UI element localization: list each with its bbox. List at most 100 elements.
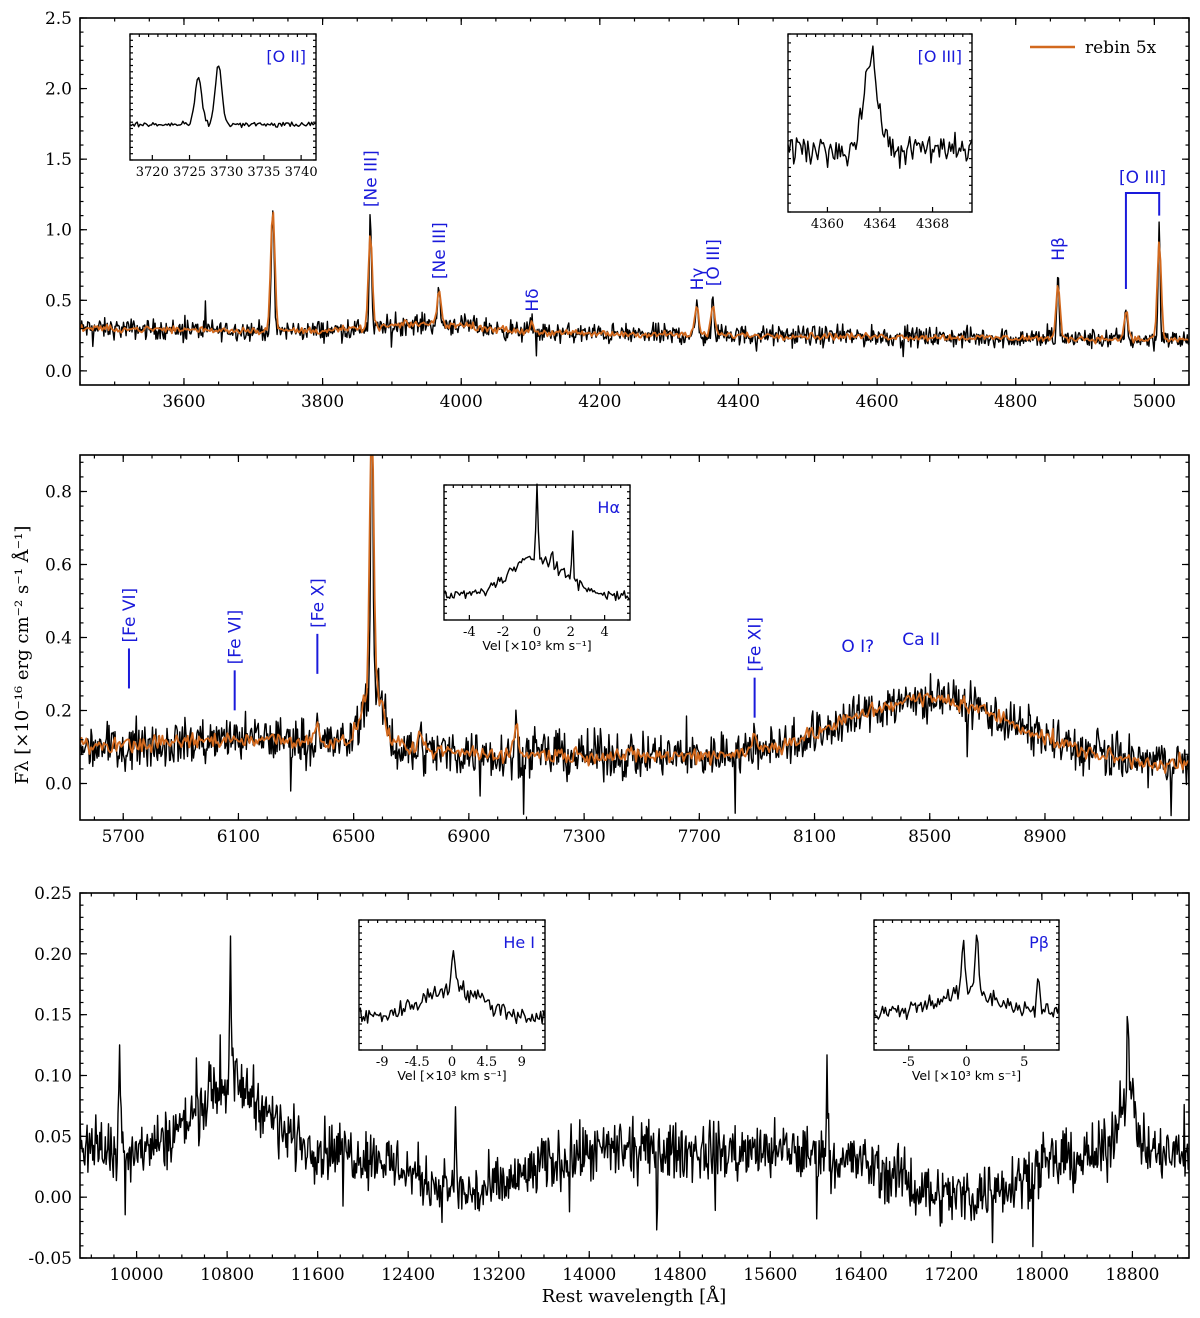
line-label: [Ne III] <box>430 222 450 279</box>
rebin-5x-line <box>80 455 1189 774</box>
spectrum-line <box>80 210 1189 358</box>
y-tick-label: -0.05 <box>28 1249 72 1269</box>
line-label: Hγ <box>688 268 708 291</box>
x-tick-label: 4600 <box>855 392 898 412</box>
x-tick-label: 10800 <box>200 1265 254 1285</box>
inset-title: Hα <box>597 498 620 517</box>
x-tick-label: 7300 <box>562 827 605 847</box>
bracket-label: [O III] <box>1119 168 1166 188</box>
inset-x-tick-label: 3730 <box>210 165 243 180</box>
inset-x-tick-label: -4 <box>463 625 476 640</box>
x-tick-label: 4200 <box>578 392 621 412</box>
inset-1: -4 -2 0 2 4 Hα Vel [×10³ km s⁻¹] <box>443 483 631 653</box>
inset-x-tick-label: 4.5 <box>477 1055 498 1070</box>
y-tick-label: 0.05 <box>34 1127 72 1147</box>
inset-x-tick-label: 4 <box>600 625 608 640</box>
x-tick-label: 17200 <box>924 1265 978 1285</box>
line-label: [Fe VI] <box>226 610 246 665</box>
inset-x-label: Vel [×10³ km s⁻¹] <box>482 638 591 653</box>
oiii-bracket <box>1124 192 1161 290</box>
y-tick-label: 0.5 <box>45 291 72 311</box>
inset-spectrum <box>873 934 1060 1020</box>
inset-x-tick-label: 9 <box>518 1055 526 1070</box>
inset-x-tick-label: 4368 <box>916 217 949 232</box>
x-tick-label: 18000 <box>1015 1265 1069 1285</box>
y-tick-label: 0.8 <box>45 483 72 503</box>
y-axis-label: Fλ [×10⁻¹⁶ erg cm⁻² s⁻¹ Å⁻¹] <box>11 526 33 785</box>
line-label: Hδ <box>523 288 543 311</box>
x-tick-label: 6900 <box>447 827 490 847</box>
y-tick-label: 0.0 <box>45 775 72 795</box>
panel-2: 5700 6100 6500 6900 7300 7700 8100 8500 8900 0.0 0… <box>45 454 1190 847</box>
x-tick-label: 13200 <box>472 1265 526 1285</box>
inset-x-tick-label: 0 <box>533 625 541 640</box>
line-label: [Ne III] <box>361 150 381 207</box>
x-tick-label: 8100 <box>793 827 836 847</box>
x-tick-label: 11600 <box>291 1265 345 1285</box>
x-tick-label: 18800 <box>1105 1265 1159 1285</box>
inset-x-tick-label: 4364 <box>863 217 896 232</box>
x-axis-label: Rest wavelength [Å] <box>542 1285 726 1307</box>
y-tick-label: 0.0 <box>45 362 72 382</box>
inset-x-label: Vel [×10³ km s⁻¹] <box>397 1068 506 1083</box>
y-tick-label: 0.15 <box>34 1006 72 1026</box>
line-label: [O III] <box>704 239 724 286</box>
y-tick-label: 0.10 <box>34 1067 72 1087</box>
y-tick-label: 1.0 <box>45 221 72 241</box>
x-tick-label: 4000 <box>440 392 483 412</box>
inset-spectrum <box>787 45 973 169</box>
inset-x-tick-label: 3740 <box>285 165 318 180</box>
line-label: [Fe XI] <box>746 617 766 672</box>
inset-x-tick-label: -5 <box>902 1055 915 1070</box>
inset-1: 3720 3725 3730 3735 3740 [O II] <box>129 33 318 180</box>
x-tick-label: 5700 <box>102 827 145 847</box>
inset-x-tick-label: 0 <box>448 1055 456 1070</box>
spectrum-line <box>80 455 1189 817</box>
y-tick-label: 0.4 <box>45 629 72 649</box>
inset-x-tick-label: -9 <box>376 1055 389 1070</box>
inset-title: Pβ <box>1029 933 1049 952</box>
inset-2: -5 0 5 Pβ Vel [×10³ km s⁻¹] <box>873 919 1060 1083</box>
inset-x-tick-label: 3735 <box>247 165 280 180</box>
y-tick-label: 0.00 <box>34 1188 72 1208</box>
inset-1: -9 -4.5 0 4.5 9 He I Vel [×10³ km s⁻¹] <box>358 919 546 1083</box>
inset-x-tick-label: -2 <box>497 625 510 640</box>
inset-frame <box>358 919 546 1051</box>
y-tick-label: 0.20 <box>34 945 72 965</box>
x-tick-label: 12400 <box>381 1265 435 1285</box>
panel-1: 3600 3800 4000 4200 4400 4600 4800 5000 0.0 0.5 1.… <box>45 9 1190 412</box>
y-tick-label: 0.25 <box>34 884 72 904</box>
inset-x-label: Vel [×10³ km s⁻¹] <box>912 1068 1021 1083</box>
y-tick-label: 1.5 <box>45 150 72 170</box>
x-tick-label: 16400 <box>834 1265 888 1285</box>
x-tick-label: 10000 <box>110 1265 164 1285</box>
inset-title: [O III] <box>918 47 962 66</box>
legend: rebin 5x <box>1030 38 1157 58</box>
x-tick-label: 5000 <box>1133 392 1176 412</box>
x-tick-label: 15600 <box>743 1265 797 1285</box>
inset-title: [O II] <box>266 47 306 66</box>
inset-x-tick-label: 3720 <box>136 165 169 180</box>
x-tick-label: 6500 <box>332 827 375 847</box>
inset-2: 4360 4364 4368 [O III] <box>787 33 973 232</box>
line-label: [Fe VI] <box>120 588 140 643</box>
x-tick-label: 4400 <box>717 392 760 412</box>
inset-x-tick-label: -4.5 <box>405 1055 430 1070</box>
y-tick-label: 0.2 <box>45 702 72 722</box>
feature-label: Ca II <box>902 630 940 650</box>
x-tick-label: 3600 <box>162 392 205 412</box>
inset-x-tick-label: 2 <box>567 625 575 640</box>
inset-spectrum <box>358 950 546 1025</box>
legend-label: rebin 5x <box>1085 38 1157 58</box>
x-tick-label: 3800 <box>301 392 344 412</box>
inset-title: He I <box>503 933 535 952</box>
x-tick-label: 8500 <box>908 827 951 847</box>
rebin-5x-line <box>80 211 1189 345</box>
x-tick-label: 14800 <box>653 1265 707 1285</box>
panel-3: 10000 10800 11600 12400 13200 14000 14800 15600… <box>28 884 1190 1285</box>
feature-label: O I? <box>841 637 874 657</box>
inset-x-tick-label: 5 <box>1020 1055 1028 1070</box>
x-tick-label: 6100 <box>217 827 260 847</box>
x-tick-label: 8900 <box>1023 827 1066 847</box>
